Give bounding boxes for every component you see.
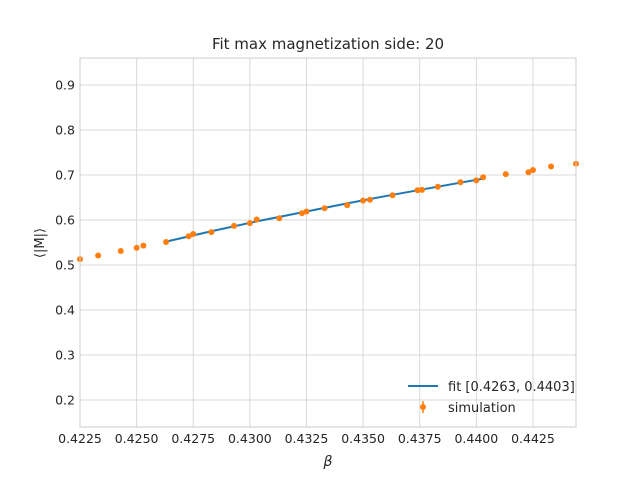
simulation-point: [298, 210, 305, 217]
y-tick-labels: 0.2 0.3 0.4 0.5 0.6 0.7 0.8 0.9: [55, 78, 75, 408]
grid: [79, 58, 576, 427]
chart-title: Fit max magnetization side: 20: [212, 35, 444, 53]
simulation-point: [529, 167, 536, 174]
y-tick-label: 0.2: [55, 393, 75, 408]
y-tick-label: 0.5: [55, 258, 75, 273]
simulation-point: [525, 169, 532, 176]
simulation-point: [185, 233, 192, 240]
simulation-point: [208, 229, 215, 236]
simulation-point: [276, 215, 283, 222]
simulation-point: [140, 242, 147, 249]
x-tick-label: 0.4425: [511, 431, 555, 446]
x-tick-labels: 0.4225 0.4250 0.4275 0.4300 0.4325 0.4350 0.43…: [58, 431, 555, 446]
y-axis-label: ⟨|M|⟩: [33, 228, 48, 258]
legend-simulation-marker: [420, 404, 426, 410]
x-tick-label: 0.4250: [115, 431, 159, 446]
x-tick-label: 0.4400: [454, 431, 498, 446]
x-axis-label: β: [323, 454, 333, 470]
simulation-point: [434, 183, 441, 190]
legend-simulation-label: simulation: [448, 401, 516, 416]
legend-fit-label: fit [0.4263, 0.4403]: [448, 380, 575, 395]
simulation-point: [246, 220, 253, 227]
simulation-point: [253, 216, 260, 223]
y-tick-label: 0.3: [55, 348, 75, 363]
y-tick-label: 0.6: [55, 213, 75, 228]
simulation-point: [473, 177, 480, 184]
simulation-point: [163, 239, 170, 246]
simulation-point: [231, 222, 238, 229]
simulation-point: [548, 163, 555, 170]
x-tick-label: 0.4225: [58, 431, 102, 446]
simulation-point: [389, 192, 396, 199]
x-tick-label: 0.4275: [171, 431, 215, 446]
x-tick-label: 0.4300: [228, 431, 272, 446]
y-tick-label: 0.7: [55, 168, 75, 183]
simulation-point: [457, 179, 464, 186]
simulation-point: [502, 171, 509, 178]
points-layer: [77, 160, 579, 263]
x-tick-label: 0.4375: [398, 431, 442, 446]
simulation-point: [366, 196, 373, 203]
simulation-point: [360, 197, 367, 204]
simulation-point: [321, 205, 328, 212]
simulation-point: [418, 186, 425, 193]
simulation-point: [133, 244, 140, 251]
simulation-point: [303, 208, 310, 215]
simulation-point: [344, 202, 351, 209]
x-tick-label: 0.4325: [285, 431, 329, 446]
y-tick-label: 0.8: [55, 123, 75, 138]
legend: fit [0.4263, 0.4403] simulation: [408, 380, 575, 416]
y-tick-label: 0.9: [55, 78, 75, 93]
x-tick-label: 0.4350: [341, 431, 385, 446]
y-tick-label: 0.4: [55, 303, 75, 318]
simulation-point: [95, 252, 102, 259]
simulation-point: [480, 174, 487, 181]
plot-frame: [79, 57, 577, 428]
simulation-point: [117, 248, 124, 255]
simulation-point: [190, 230, 197, 237]
simulation-point: [414, 187, 421, 194]
